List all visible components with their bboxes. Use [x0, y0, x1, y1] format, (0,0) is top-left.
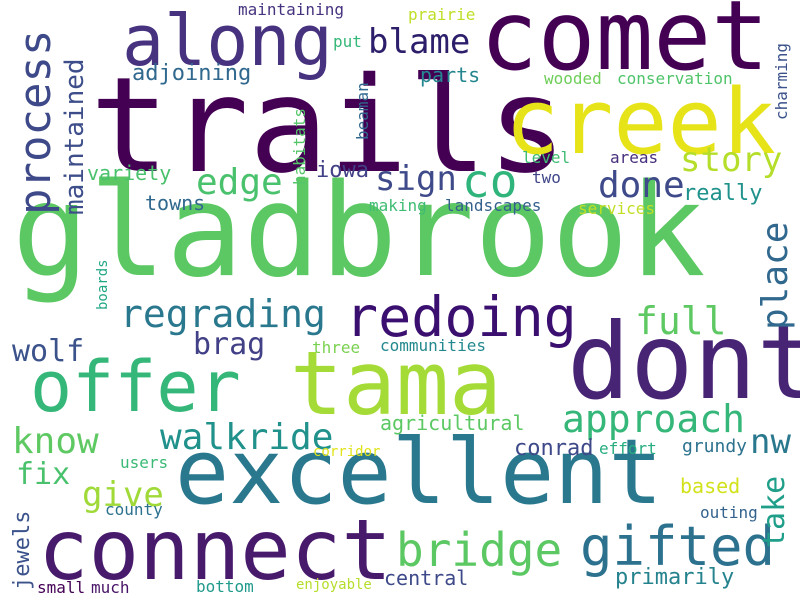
- word-put: put: [333, 32, 362, 51]
- word-approach: approach: [562, 397, 746, 441]
- word-central: central: [384, 566, 469, 590]
- word-process: process: [10, 29, 61, 215]
- word-communities: communities: [380, 336, 486, 355]
- word-walkride: walkride: [160, 417, 334, 458]
- word-adjoining: adjoining: [132, 61, 252, 86]
- word-prairie: prairie: [408, 5, 476, 24]
- word-gifted: gifted: [580, 515, 776, 578]
- word-comet: comet: [480, 0, 769, 92]
- word-towns: towns: [145, 191, 206, 215]
- word-conservation: conservation: [617, 69, 733, 88]
- word-boards: boards: [95, 259, 111, 310]
- word-users: users: [120, 453, 169, 472]
- word-much: much: [91, 578, 130, 597]
- word-nw: nw: [750, 422, 791, 462]
- word-jewels: jewels: [10, 510, 35, 590]
- word-two: two: [532, 168, 561, 187]
- word-sign: sign: [375, 159, 457, 199]
- word-brag: brag: [193, 327, 266, 362]
- word-along: along: [122, 0, 333, 82]
- word-services: services: [578, 199, 656, 218]
- word-maintaining: maintaining: [238, 0, 344, 19]
- word-habitats: habitats: [290, 107, 309, 185]
- word-primarily: primarily: [615, 565, 735, 590]
- word-trails: trails: [90, 49, 567, 203]
- word-conrad: conrad: [514, 436, 594, 461]
- word-give: give: [82, 475, 164, 515]
- word-full: full: [635, 299, 727, 343]
- word-variety: variety: [87, 161, 172, 185]
- word-connect: connect: [38, 501, 393, 599]
- word-really: really: [683, 181, 763, 206]
- word-wooded: wooded: [544, 69, 602, 88]
- word-place: place: [755, 221, 796, 330]
- word-level: level: [522, 148, 571, 167]
- word-edge: edge: [196, 162, 283, 203]
- word-offer: offer: [30, 346, 241, 428]
- word-gladbrook: gladbrook: [12, 157, 706, 306]
- word-regrading: regrading: [120, 292, 326, 336]
- word-three: three: [312, 338, 361, 357]
- word-making: making: [369, 196, 427, 215]
- word-agricultural: agricultural: [380, 411, 525, 435]
- word-creek: creek: [505, 70, 776, 175]
- word-maintained: maintained: [60, 58, 90, 215]
- word-bridge: bridge: [396, 523, 563, 577]
- word-blame: blame: [368, 22, 471, 62]
- word-bottom: bottom: [196, 577, 254, 596]
- word-small: small: [37, 578, 86, 597]
- word-excellent: excellent: [175, 420, 663, 525]
- word-done: done: [598, 165, 685, 206]
- word-co: co: [462, 154, 518, 208]
- word-areas: areas: [610, 148, 659, 167]
- word-effort: effort: [599, 439, 657, 458]
- word-county: county: [105, 500, 163, 519]
- word-parts: parts: [420, 63, 481, 87]
- word-enjoyable: enjoyable: [296, 577, 372, 593]
- word-landscapes: landscapes: [445, 196, 542, 215]
- word-take: take: [757, 475, 792, 548]
- word-story: story: [680, 140, 783, 180]
- word-redoing: redoing: [345, 285, 577, 349]
- word-beaman: beaman: [353, 82, 372, 140]
- word-grundy: grundy: [682, 436, 748, 457]
- word-iowa: iowa: [316, 158, 369, 183]
- word-based: based: [680, 474, 741, 498]
- word-wolf: wolf: [12, 334, 85, 369]
- word-outing: outing: [700, 503, 758, 522]
- word-tama: tama: [290, 332, 502, 435]
- word-corridor: corridor: [313, 444, 381, 460]
- word-charming: charming: [772, 42, 791, 120]
- word-dont: dont: [567, 301, 800, 423]
- word-know: know: [12, 421, 99, 462]
- word-fix: fix: [16, 457, 71, 492]
